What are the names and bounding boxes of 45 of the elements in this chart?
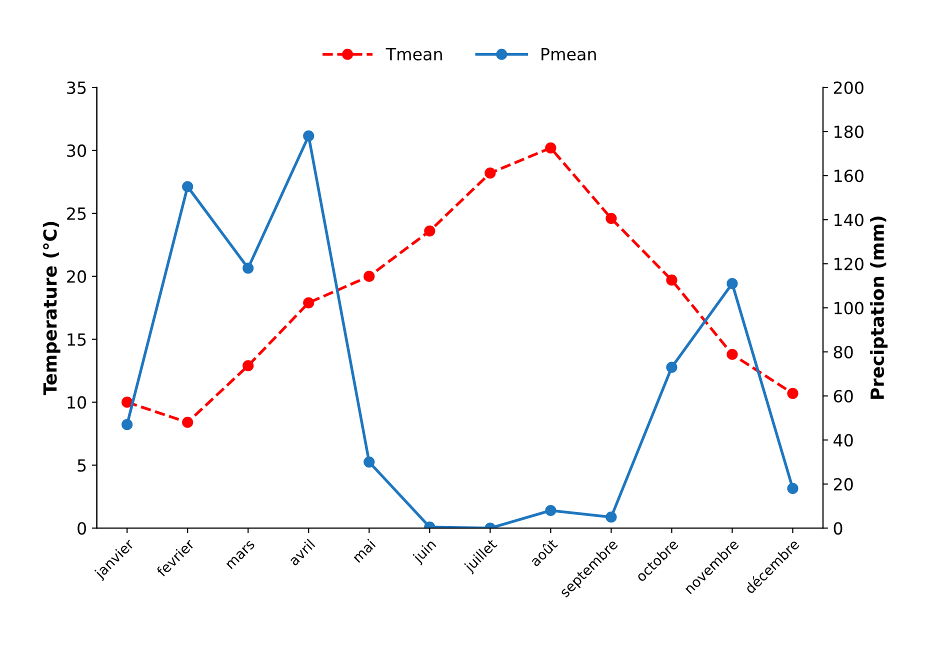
point [545,142,556,154]
point [364,456,375,468]
point [303,297,314,308]
point [666,362,678,373]
point [726,348,738,360]
point [182,416,194,428]
y2-axis-title: Preciptation (mm) [870,216,888,399]
y-tick-label: 0 [78,522,86,535]
y2-tick-label: 140 [834,214,864,226]
point [545,504,556,516]
point [242,360,254,372]
y-axis-title: Temperature (°C) [42,222,60,396]
point [122,396,133,408]
y-tick-label: 20 [67,270,86,283]
point [424,225,436,237]
y2-tick-label: 40 [834,434,853,447]
y-tick-label: 5 [78,459,86,472]
point [122,419,133,430]
point [484,168,496,179]
y-tick-label: 35 [67,81,86,94]
legend-label: Pmean [542,48,596,60]
y2-tick-label: 120 [834,258,864,270]
y2-tick-label: 180 [834,126,864,138]
legend-label: Tmean [386,48,442,60]
y-tick-label: 30 [67,144,86,157]
y2-tick-label: 200 [834,81,864,94]
point [606,212,617,224]
point [606,512,617,523]
y-tick-label: 25 [67,207,86,220]
y2-tick-label: 60 [834,390,853,402]
y-tick-label: 15 [68,333,86,346]
point [726,278,738,290]
point [182,181,194,192]
y2-tick-label: 160 [834,170,864,182]
y2-tick-label: 20 [834,478,853,491]
y2-tick-label: 0 [834,522,842,535]
point [666,274,678,286]
point [787,388,798,399]
point [787,482,798,494]
point [242,262,254,274]
y2-tick-label: 80 [834,346,853,358]
point [364,270,375,282]
y2-tick-label: 100 [834,302,864,314]
point [303,130,314,142]
y-tick-label: 10 [68,396,86,409]
